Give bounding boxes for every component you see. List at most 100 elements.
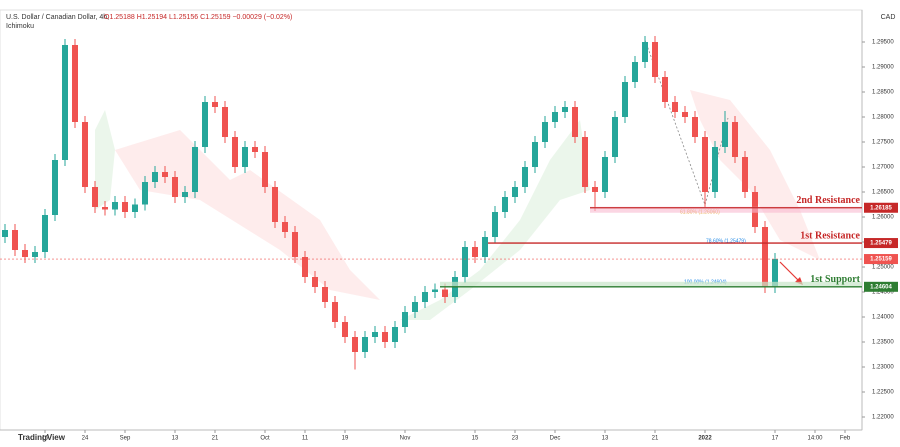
candle-body [72,45,78,122]
x-tick-label: Nov [400,436,411,442]
candle-body [382,332,388,342]
candle-body [742,157,748,192]
candle-body [282,222,288,232]
candle-body [42,215,48,252]
y-tick-label: 1.27500 [872,140,894,146]
candle-body [62,45,68,160]
y-tick-label: 1.24000 [872,315,894,321]
candle-body [472,247,478,257]
candle-body [402,312,408,327]
x-tick-label: 16 [42,436,49,442]
price-tag-label: 1.25159 [870,257,892,263]
candle-body [772,259,778,287]
candle-body [552,112,558,122]
candle-body [672,102,678,112]
y-tick-label: 1.28000 [872,115,894,121]
x-tick-label: 13 [172,436,179,442]
candle-body [52,160,58,215]
candle-body [582,137,588,187]
candle-body [292,232,298,257]
x-tick-label: Dec [550,436,561,442]
fib-label: 78.60% (1.25479) [706,238,746,244]
candle-body [602,157,608,192]
candle-body [2,230,8,237]
candle-body [522,167,528,187]
y-tick-label: 1.23000 [872,365,894,371]
candle-body [252,147,258,152]
y-tick-label: 1.29500 [872,40,894,46]
level-name: 1st Resistance [800,230,860,241]
candle-body [82,122,88,187]
ohlc: O1.25188 H1.25194 L1.25156 C1.25159 −0.0… [104,14,292,21]
candle-body [662,77,668,102]
cloud [115,130,380,300]
candle-body [122,202,128,212]
candle-body [392,327,398,342]
cloud [95,110,115,210]
candle-body [312,277,318,287]
x-tick-label: Oct [260,436,270,442]
x-tick-label: 19 [342,436,349,442]
candle-body [702,137,708,192]
candle-body [202,102,208,147]
candle-body [112,202,118,210]
candle-body [542,122,548,142]
candle-body [232,137,238,167]
x-tick-label: 14:00 [807,436,823,442]
price-tag [864,202,898,213]
candle-body [592,187,598,192]
candle-body [222,107,228,137]
candle-body [352,337,358,352]
candle-body [142,182,148,205]
candle-body [622,82,628,117]
y-tick-label: 1.24500 [872,290,894,296]
candle-body [722,122,728,147]
level-name: 1st Support [810,274,860,285]
price-tag [864,281,898,292]
price-tag [864,254,898,265]
brand: TradingView [18,433,66,442]
price-tag-label: 1.26185 [870,205,892,211]
y-tick-label: 1.29000 [872,65,894,71]
candle-body [492,212,498,237]
level-name: 2nd Resistance [796,195,860,206]
currency: CAD [881,14,896,21]
candle-body [132,204,138,212]
x-tick-label: 17 [772,436,779,442]
candle-body [572,107,578,137]
candle-body [632,62,638,82]
y-tick-label: 1.25000 [872,265,894,271]
x-tick-label: 21 [212,436,219,442]
y-tick-label: 1.22000 [872,415,894,421]
candle-body [212,102,218,107]
x-tick-label: Sep [120,436,131,442]
zone [440,281,862,287]
indicator: Ichimoku [6,23,34,30]
x-tick-label: 11 [302,436,309,442]
candle-body [22,250,28,257]
candle-body [732,122,738,157]
candle-body [242,147,248,167]
candle-body [302,257,308,277]
candle-body [532,142,538,167]
candle-body [192,147,198,192]
candle-body [692,117,698,137]
y-tick-label: 1.28500 [872,90,894,96]
x-tick-label: 21 [652,436,659,442]
candle-body [342,322,348,337]
candle-body [462,247,468,277]
candle-body [372,332,378,337]
x-tick-label: 2022 [698,436,712,442]
price-tag [864,238,898,249]
candle-body [482,237,488,257]
plot-area [0,9,863,431]
y-tick-label: 1.26500 [872,190,894,196]
candle-body [642,42,648,62]
candle-body [502,197,508,212]
candle-body [612,117,618,157]
candle-body [432,289,438,292]
candle-body [442,289,448,297]
candle-body [412,302,418,312]
candle-body [362,337,368,352]
candle-body [272,187,278,222]
